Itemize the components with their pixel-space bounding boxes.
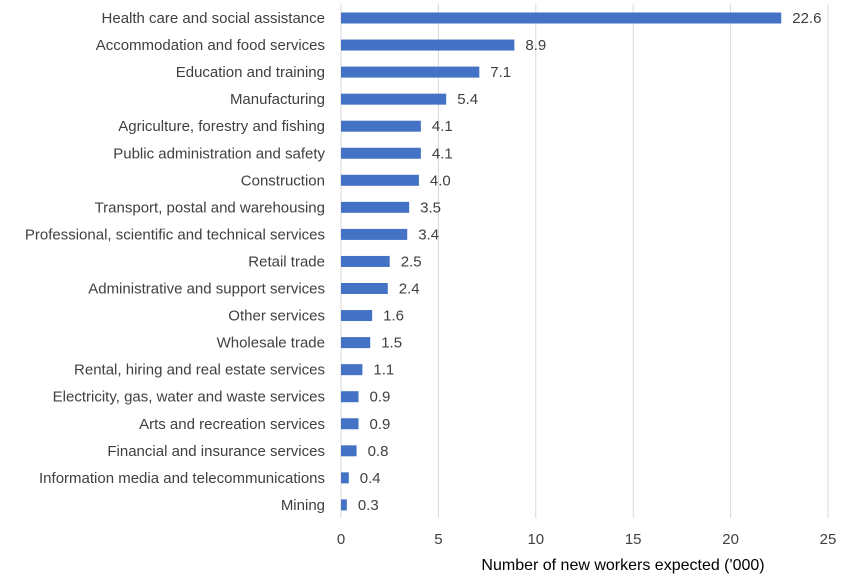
bar (341, 228, 408, 240)
value-label: 3.4 (418, 226, 439, 243)
bar (341, 12, 782, 24)
category-label: Rental, hiring and real estate services (74, 362, 325, 379)
value-label: 5.4 (457, 91, 478, 108)
bar (341, 255, 390, 267)
bar (341, 201, 410, 213)
value-label: 1.1 (373, 362, 394, 379)
category-label: Wholesale trade (217, 335, 325, 352)
x-tick-label: 0 (337, 531, 345, 548)
value-label: 0.9 (370, 389, 391, 406)
bar (341, 472, 349, 484)
bar (341, 337, 371, 349)
bar (341, 418, 359, 430)
category-label: Electricity, gas, water and waste servic… (53, 389, 325, 406)
category-label: Financial and insurance services (107, 443, 325, 460)
gridlines (340, 4, 829, 518)
category-label: Agriculture, forestry and fishing (118, 118, 325, 135)
category-labels: Health care and social assistance Accommo… (25, 10, 326, 514)
category-label: Mining (281, 497, 325, 514)
bar (341, 66, 480, 78)
value-label: 0.4 (360, 470, 381, 487)
value-label: 7.1 (490, 64, 511, 81)
value-label: 1.6 (383, 308, 404, 325)
value-label: 1.5 (381, 335, 402, 352)
category-label: Manufacturing (230, 91, 325, 108)
x-tick-labels: 0 5 10 15 20 25 (337, 531, 837, 548)
value-labels: 22.68.97.15.44.14.14.03.53.42.52.41.61.5… (358, 10, 822, 514)
category-label: Administrative and support services (88, 281, 325, 298)
bar (341, 174, 419, 186)
value-label: 0.9 (370, 416, 391, 433)
category-label: Construction (241, 172, 325, 189)
bar (341, 445, 357, 457)
x-tick-label: 5 (434, 531, 442, 548)
value-label: 22.6 (792, 10, 821, 27)
value-label: 2.5 (401, 253, 422, 270)
category-label: Transport, postal and warehousing (95, 199, 325, 216)
value-label: 4.0 (430, 172, 451, 189)
category-label: Public administration and safety (113, 145, 325, 162)
bar (341, 39, 515, 51)
category-label: Health care and social assistance (102, 10, 325, 27)
x-tick-label: 10 (527, 531, 544, 548)
value-label: 0.3 (358, 497, 379, 514)
bar (341, 364, 363, 376)
category-label: Education and training (176, 64, 325, 81)
value-label: 4.1 (432, 145, 453, 162)
bar (341, 93, 447, 105)
category-label: Accommodation and food services (96, 37, 325, 54)
x-tick-label: 20 (722, 531, 739, 548)
bars (341, 12, 782, 511)
value-label: 8.9 (525, 37, 546, 54)
bar (341, 499, 347, 511)
x-tick-label: 15 (625, 531, 642, 548)
bar (341, 283, 388, 294)
category-label: Information media and telecommunications (39, 470, 325, 487)
value-label: 3.5 (420, 199, 441, 216)
bar (341, 310, 373, 322)
category-label: Professional, scientific and technical s… (25, 226, 325, 243)
value-label: 0.8 (368, 443, 389, 460)
value-label: 2.4 (399, 281, 420, 298)
x-axis-title: Number of new workers expected ('000) (481, 557, 764, 574)
bar (341, 391, 359, 403)
x-tick-label: 25 (820, 531, 837, 548)
bar (341, 147, 421, 159)
category-label: Other services (228, 308, 325, 325)
bar (341, 120, 421, 132)
category-label: Arts and recreation services (139, 416, 325, 433)
category-label: Retail trade (248, 253, 325, 270)
value-label: 4.1 (432, 118, 453, 135)
